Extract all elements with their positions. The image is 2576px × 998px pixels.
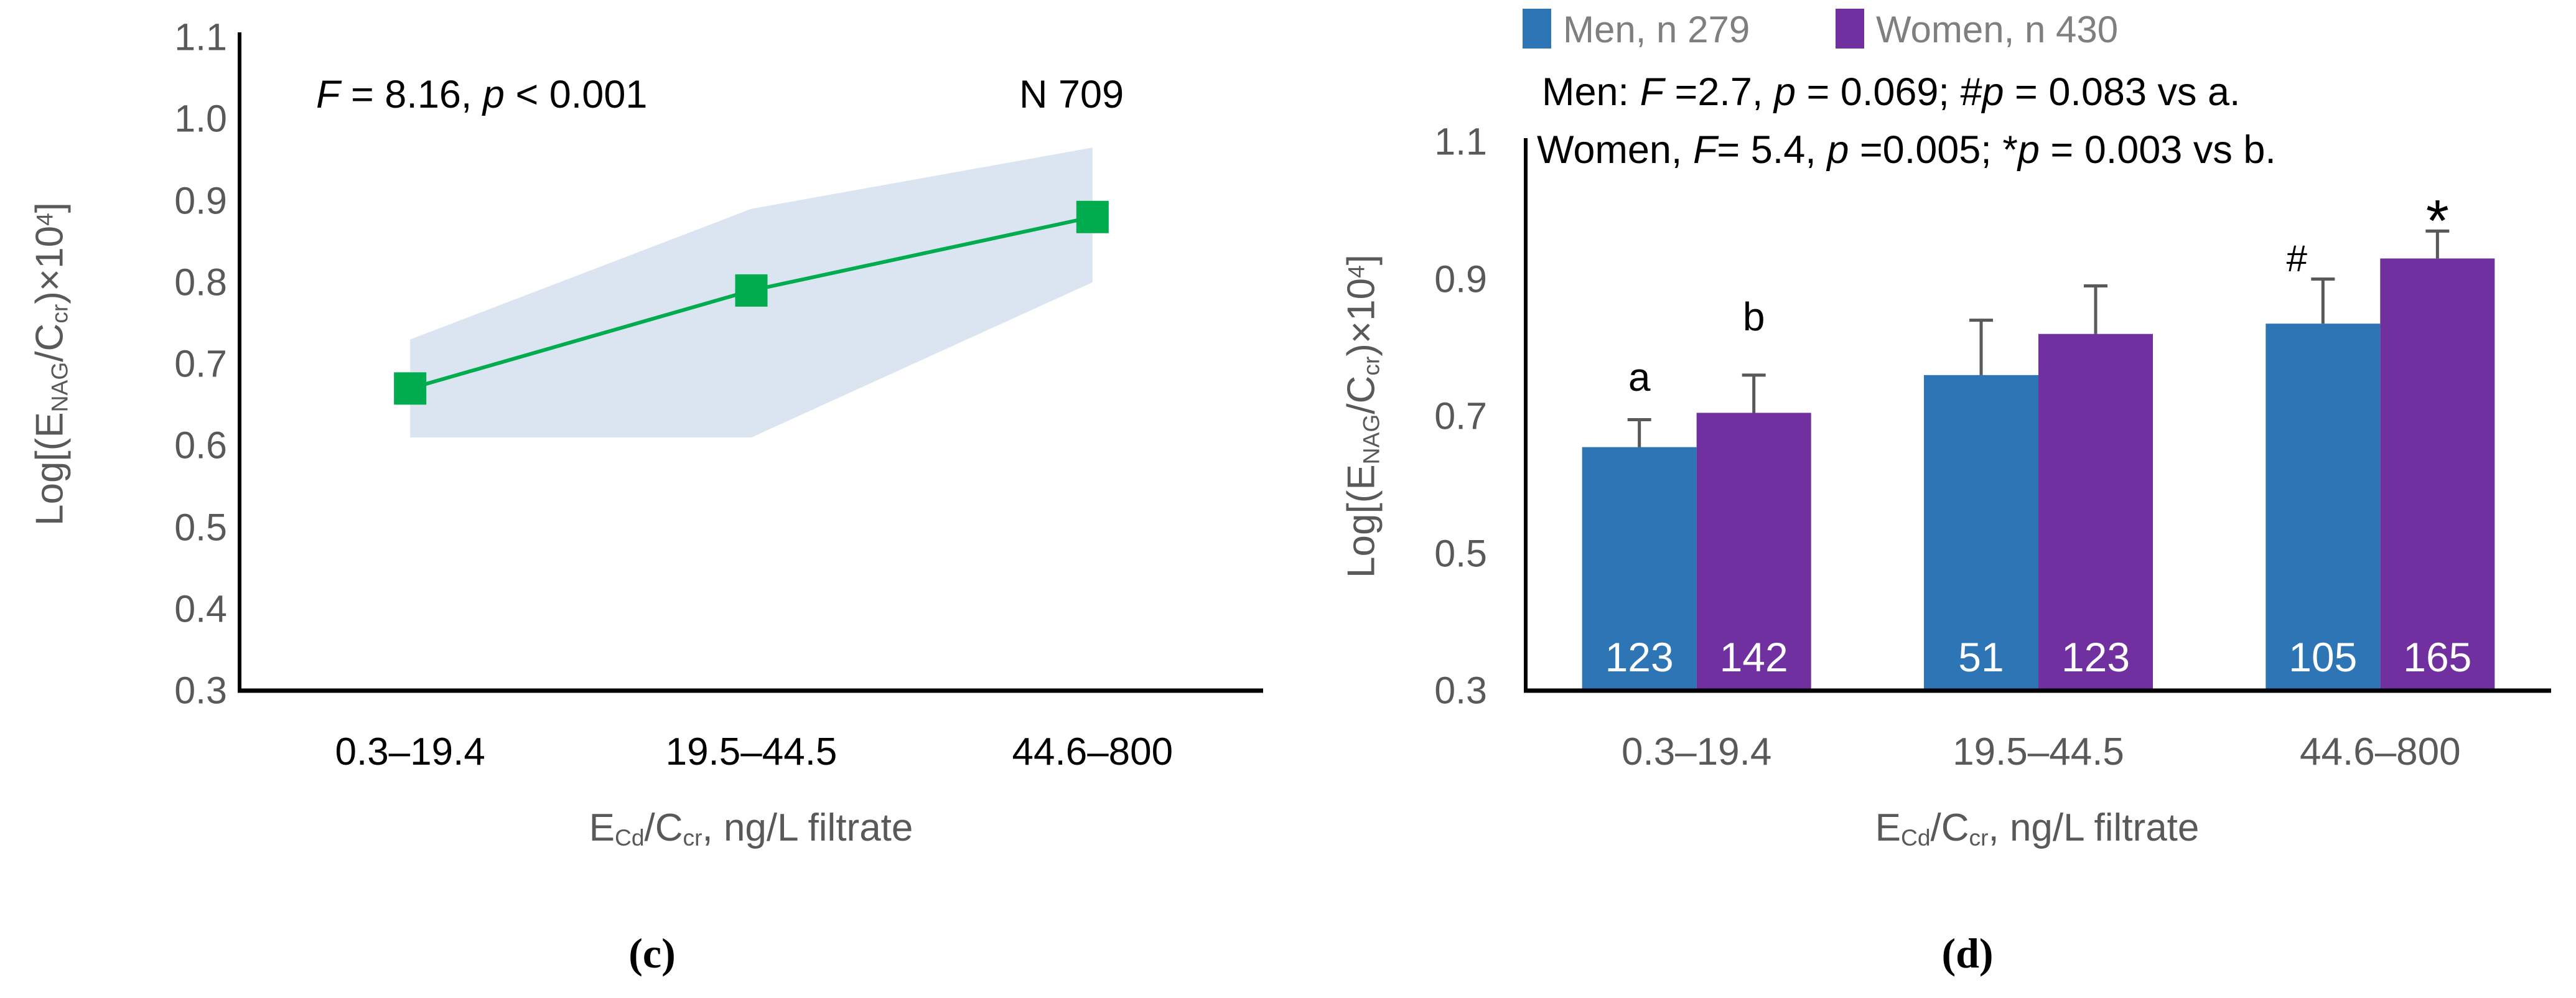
c-sample-size-label: N 709	[1019, 73, 1124, 116]
y-tick-label: 0.5	[174, 506, 227, 548]
text-segment: =0.005; *	[1849, 128, 2018, 172]
y-tick-label: 1.0	[174, 97, 227, 140]
text-segment: cr	[46, 304, 73, 324]
bar	[2038, 333, 2153, 691]
d-panel-caption: (d)	[1941, 930, 1994, 977]
bar-chart-panel: 123 51 105 142 123 165 a b # *	[1524, 138, 2551, 693]
text-segment: = 8.16,	[340, 73, 483, 116]
y-tick-label: 0.9	[174, 179, 227, 222]
text-segment: F	[1692, 128, 1717, 172]
bar-count-label: 51	[1958, 634, 2004, 680]
category-label: 0.3–19.4	[335, 730, 485, 773]
significance-mark: b	[1743, 294, 1765, 339]
d-stats-line-women: Women, F= 5.4, p =0.005; *p = 0.003 vs b…	[1537, 128, 2276, 172]
d-legend-label-men: Men, n 279	[1563, 9, 1750, 50]
category-label: 44.6–800	[1012, 730, 1174, 773]
text-segment: p	[1773, 70, 1796, 114]
y-tick-label: 1.1	[1434, 120, 1487, 163]
bar	[1582, 447, 1697, 691]
significance-mark: #	[2287, 238, 2308, 279]
c-anova-annotation: F = 8.16, p < 0.001	[316, 72, 647, 117]
text-segment: F	[316, 73, 340, 116]
text-segment: cr	[1969, 824, 1989, 851]
text-segment: Men:	[1542, 70, 1640, 114]
data-point-marker	[1076, 200, 1109, 233]
d-legend-swatch-men	[1523, 9, 1551, 49]
text-segment: Log[(E	[28, 412, 72, 526]
d-x-axis-title: ECd/Ccr, ng/L filtrate	[1875, 809, 2200, 849]
bar-count-label: 165	[2403, 634, 2471, 680]
category-label: 0.3–19.4	[1621, 730, 1772, 773]
bar	[1696, 413, 1811, 691]
bar-count-label: 123	[2061, 634, 2130, 680]
c-y-axis-title: Log[(ENAG/Ccr)×104]	[28, 202, 73, 526]
text-segment: < 0.001	[504, 73, 648, 116]
bar	[2380, 258, 2495, 691]
y-tick-label: 0.7	[1434, 394, 1487, 437]
d-stats-line-men: Men: F =2.7, p = 0.069; #p = 0.083 vs a.	[1542, 70, 2241, 114]
category-label: 19.5–44.5	[665, 730, 838, 773]
y-tick-label: 0.8	[174, 261, 227, 304]
y-tick-label: 0.3	[1434, 669, 1487, 712]
c-x-axis-title: ECd/Ccr, ng/L filtrate	[589, 809, 913, 849]
text-segment: E	[589, 806, 615, 849]
text-segment: E	[1875, 806, 1901, 849]
text-segment: p	[1982, 70, 2004, 114]
text-segment: cr	[1358, 356, 1384, 376]
text-segment: /C	[28, 323, 72, 362]
y-tick-label: 0.7	[174, 342, 227, 385]
bar-count-label: 105	[2289, 634, 2357, 680]
text-segment: /C	[644, 806, 683, 849]
text-segment: NAG	[46, 361, 73, 413]
text-segment: = 0.083 vs a.	[2004, 70, 2241, 114]
text-segment: ]	[28, 202, 72, 213]
text-segment: Women,	[1537, 128, 1693, 172]
text-segment: cr	[683, 824, 702, 851]
text-segment: = 0.069; #	[1795, 70, 1982, 114]
y-tick-label: 0.9	[1434, 258, 1487, 300]
text-segment: )×10	[28, 225, 72, 304]
line-chart-panel	[238, 32, 1263, 693]
text-segment: p	[482, 73, 505, 116]
bar	[1924, 375, 2038, 691]
data-point-marker	[394, 372, 427, 405]
text-segment: p	[1827, 128, 1849, 172]
text-segment: Cd	[614, 824, 645, 851]
category-label: 19.5–44.5	[1953, 730, 2124, 773]
bar-count-label: 142	[1720, 634, 1788, 680]
text-segment: F	[1640, 70, 1664, 114]
text-segment: , ng/L filtrate	[702, 806, 913, 849]
text-segment: = 0.003 vs b.	[2039, 128, 2276, 172]
text-segment: = 5.4,	[1717, 128, 1827, 172]
c-panel-caption: (c)	[628, 930, 676, 977]
text-segment: /C	[1930, 806, 1969, 849]
bar	[2266, 324, 2381, 691]
y-tick-label: 0.4	[174, 587, 227, 630]
text-segment: Cd	[1900, 824, 1931, 851]
y-tick-label: 1.1	[174, 16, 227, 58]
text-segment: , ng/L filtrate	[1988, 806, 2200, 849]
bar-count-label: 123	[1605, 634, 1674, 680]
d-legend-swatch-women	[1836, 9, 1864, 49]
text-segment: p	[2017, 128, 2040, 172]
d-legend-label-women: Women, n 430	[1876, 9, 2119, 50]
text-segment: 4	[31, 213, 58, 226]
data-point-marker	[735, 274, 768, 307]
y-tick-label: 0.5	[1434, 532, 1487, 574]
y-tick-label: 0.6	[174, 424, 227, 467]
significance-mark: *	[2426, 188, 2449, 254]
significance-mark: a	[1628, 355, 1651, 399]
text-segment: =2.7,	[1664, 70, 1774, 114]
category-label: 44.6–800	[2300, 730, 2461, 773]
y-tick-label: 0.3	[174, 669, 227, 712]
